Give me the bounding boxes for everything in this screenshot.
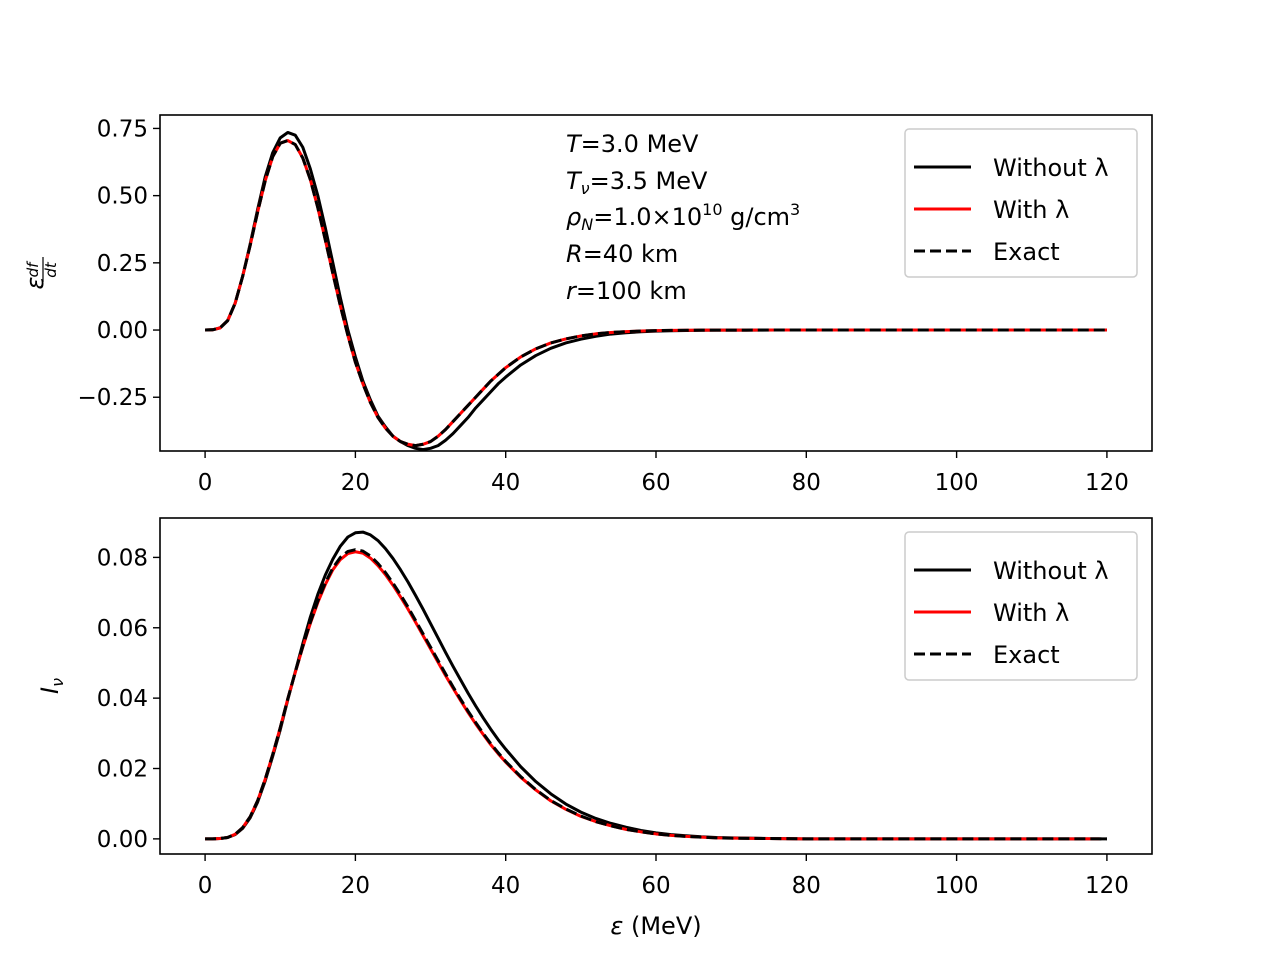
legend: Without λ With λ Exact xyxy=(904,531,1138,681)
y-tick-label: 0.00 xyxy=(97,827,148,853)
legend-label: Without λ xyxy=(993,154,1109,182)
legend-label: Exact xyxy=(993,238,1060,266)
x-tick-label: 40 xyxy=(491,470,520,496)
top-panel: 0 20 40 60 80 100 120 −0.25 0.00 0.25 0.50 0.75 With… xyxy=(21,114,1153,496)
x-tick-label: 120 xyxy=(1085,470,1129,496)
x-axis-label: ε (MeV) xyxy=(610,912,701,940)
y-tick-label: 0.04 xyxy=(97,686,148,712)
annotation-line: ρN=1.0×1010 g/cm3 xyxy=(566,200,800,234)
x-tick-label: 60 xyxy=(641,470,670,496)
y-axis-label: ε xyxy=(21,276,49,289)
x-tick-label: 100 xyxy=(935,470,979,496)
annotation-line: r=100 km xyxy=(566,277,687,305)
y-tick-label: 0.50 xyxy=(97,184,148,210)
y-tick-label: −0.25 xyxy=(78,385,148,411)
bottom-panel: 0 20 40 60 80 100 120 0.00 0.02 0.04 0.06 0.08 Witho… xyxy=(36,517,1153,940)
x-tick-label: 20 xyxy=(341,873,370,899)
y-tick-label: 0.08 xyxy=(97,545,148,571)
x-tick-label: 0 xyxy=(198,873,213,899)
annotation-line: Tν=3.5 MeV xyxy=(566,167,708,198)
y-tick-label: 0.25 xyxy=(97,251,148,277)
x-tick-label: 60 xyxy=(641,873,670,899)
legend-label: With λ xyxy=(993,599,1069,627)
x-tick-label: 80 xyxy=(792,873,821,899)
y-tick-label: 0.00 xyxy=(97,318,148,344)
x-tick-label: 120 xyxy=(1085,873,1129,899)
x-tick-label: 100 xyxy=(935,873,979,899)
y-tick-label: 0.02 xyxy=(97,757,148,783)
series-line-with xyxy=(205,139,1107,448)
legend-label: With λ xyxy=(993,196,1069,224)
x-tick-label: 0 xyxy=(198,470,213,496)
legend-label: Without λ xyxy=(993,557,1109,585)
x-tick-label: 40 xyxy=(491,873,520,899)
y-axis-label: Iν xyxy=(36,678,67,694)
x-tick-label: 20 xyxy=(341,470,370,496)
y-label-fraction-den: dt xyxy=(42,261,60,278)
plot-area xyxy=(205,530,1107,841)
y-tick-label: 0.06 xyxy=(97,616,148,642)
legend-label: Exact xyxy=(993,641,1060,669)
annotation-line: R=40 km xyxy=(566,240,678,268)
x-tick-label: 80 xyxy=(792,470,821,496)
y-tick-label: 0.75 xyxy=(97,116,148,142)
plot-area xyxy=(205,130,1107,451)
legend: Without λ With λ Exact xyxy=(904,128,1138,278)
y-label-fraction-num: df xyxy=(24,260,42,278)
annotation-line: T=3.0 MeV xyxy=(566,130,699,158)
